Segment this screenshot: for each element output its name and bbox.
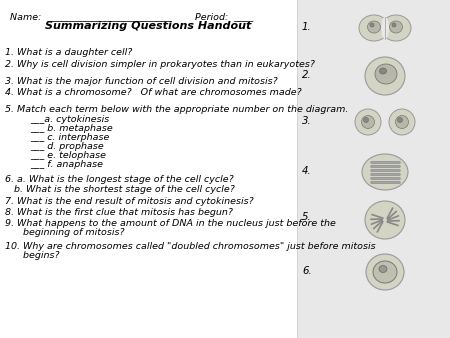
Ellipse shape [365,57,405,95]
Ellipse shape [361,116,374,128]
Ellipse shape [392,23,396,27]
Text: beginning of mitosis?: beginning of mitosis? [5,228,125,237]
Text: Period:  ____: Period: ____ [195,12,253,21]
Text: 1. What is a daughter cell?: 1. What is a daughter cell? [5,48,132,57]
Ellipse shape [365,201,405,239]
Ellipse shape [390,21,402,33]
Text: 4.: 4. [302,166,312,176]
Text: 4. What is a chromosome?   Of what are chromosomes made?: 4. What is a chromosome? Of what are chr… [5,88,302,97]
Text: 2.: 2. [302,70,312,80]
Ellipse shape [355,109,381,135]
Text: 5. Match each term below with the appropriate number on the diagram.: 5. Match each term below with the approp… [5,105,348,114]
Text: 10. Why are chromosomes called "doubled chromosomes" just before mitosis: 10. Why are chromosomes called "doubled … [5,242,376,251]
Text: b. What is the shortest stage of the cell cycle?: b. What is the shortest stage of the cel… [5,185,235,194]
Text: Summarizing Questions Handout: Summarizing Questions Handout [45,21,251,31]
Ellipse shape [362,154,408,190]
Ellipse shape [397,118,402,122]
Text: 7. What is the end result of mitosis and cytokinesis?: 7. What is the end result of mitosis and… [5,197,254,206]
Text: ___ b. metaphase: ___ b. metaphase [30,124,113,133]
Bar [297,0,450,338]
Text: 5.: 5. [302,212,312,222]
Ellipse shape [373,261,397,283]
Text: ___ f. anaphase: ___ f. anaphase [30,160,103,169]
Text: 1.: 1. [302,22,312,32]
Ellipse shape [366,254,404,290]
Text: 6.: 6. [302,266,312,276]
Ellipse shape [396,116,409,128]
Text: ___a. cytokinesis: ___a. cytokinesis [30,115,109,124]
Ellipse shape [359,15,389,41]
Text: begins?: begins? [5,251,59,260]
Ellipse shape [381,17,389,39]
Text: ___ d. prophase: ___ d. prophase [30,142,104,151]
Text: 3. What is the major function of cell division and mitosis?: 3. What is the major function of cell di… [5,77,278,86]
Ellipse shape [379,68,387,74]
Ellipse shape [381,15,411,41]
Text: 8. What is the first clue that mitosis has begun?: 8. What is the first clue that mitosis h… [5,208,233,217]
Text: ___ c. interphase: ___ c. interphase [30,133,109,142]
Text: Name:  __________________________: Name: __________________________ [10,12,171,21]
Ellipse shape [368,21,381,33]
Text: 3.: 3. [302,116,312,126]
Ellipse shape [370,23,374,27]
Text: 2. Why is cell division simpler in prokaryotes than in eukaryotes?: 2. Why is cell division simpler in proka… [5,60,315,69]
Bar [0,0,297,338]
Text: 6. a. What is the longest stage of the cell cycle?: 6. a. What is the longest stage of the c… [5,175,234,184]
Text: ___ e. telophase: ___ e. telophase [30,151,106,160]
Text: 9. What happens to the amount of DNA in the nucleus just before the: 9. What happens to the amount of DNA in … [5,219,336,228]
Ellipse shape [389,109,415,135]
Ellipse shape [379,266,387,272]
Ellipse shape [364,118,369,122]
Ellipse shape [375,64,397,84]
